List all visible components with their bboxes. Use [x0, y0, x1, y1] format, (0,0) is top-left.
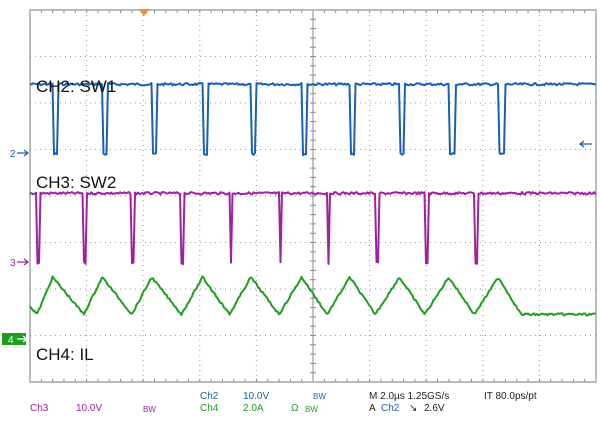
- ch4-marker-number: 4: [8, 335, 14, 346]
- ch2-name: Ch2: [200, 391, 219, 402]
- ch4-il-trace: [29, 275, 596, 317]
- ch2-marker-number: 2: [10, 149, 16, 160]
- arrow-right-icon: [17, 149, 29, 157]
- ch3-name: Ch3: [30, 403, 49, 414]
- ch4-impedance-icon: Ω: [291, 403, 299, 414]
- ch2-ground-marker[interactable]: 2: [10, 149, 29, 160]
- ch3-scale: 10.0V: [76, 403, 103, 414]
- ch4-name: Ch4: [200, 403, 219, 414]
- ch3-marker-number: 3: [10, 258, 16, 269]
- ch3-sw2-trace: [29, 191, 597, 266]
- ch3-ground-marker[interactable]: 3: [10, 258, 29, 269]
- ch2-sw1-trace: [29, 82, 597, 157]
- ch4-scale: 2.0A: [243, 403, 264, 414]
- ch4-label: CH4: IL: [36, 345, 94, 364]
- ch3-bandwidth-limit: BW: [143, 405, 156, 414]
- trigger-slope-icon: ↘: [409, 403, 418, 414]
- ch3-label: CH3: SW2: [36, 173, 116, 192]
- center-axis-ticks: [29, 9, 597, 383]
- trigger-channel: Ch2: [381, 403, 400, 414]
- resolution-readout: IT 80.0ps/pt: [484, 391, 537, 402]
- ch2-scale: 10.0V: [243, 391, 270, 402]
- ch4-marker-badge: [2, 333, 26, 345]
- trigger-position-marker[interactable]: [138, 9, 150, 16]
- trigger-source-label: A: [369, 403, 376, 414]
- trigger-level: 2.6V: [424, 403, 445, 414]
- ch2-bandwidth-limit: BW: [313, 392, 326, 401]
- arrow-right-icon: [17, 335, 28, 343]
- ch2-label: CH2: SW1: [36, 77, 116, 96]
- arrow-right-icon: [17, 258, 29, 266]
- ch4-bandwidth-limit: BW: [305, 405, 318, 414]
- timebase-readout: M 2.0µs 1.25GS/s: [369, 391, 450, 402]
- ch4-ground-marker[interactable]: 4: [2, 333, 28, 346]
- trigger-level-arrow-icon[interactable]: [578, 140, 592, 148]
